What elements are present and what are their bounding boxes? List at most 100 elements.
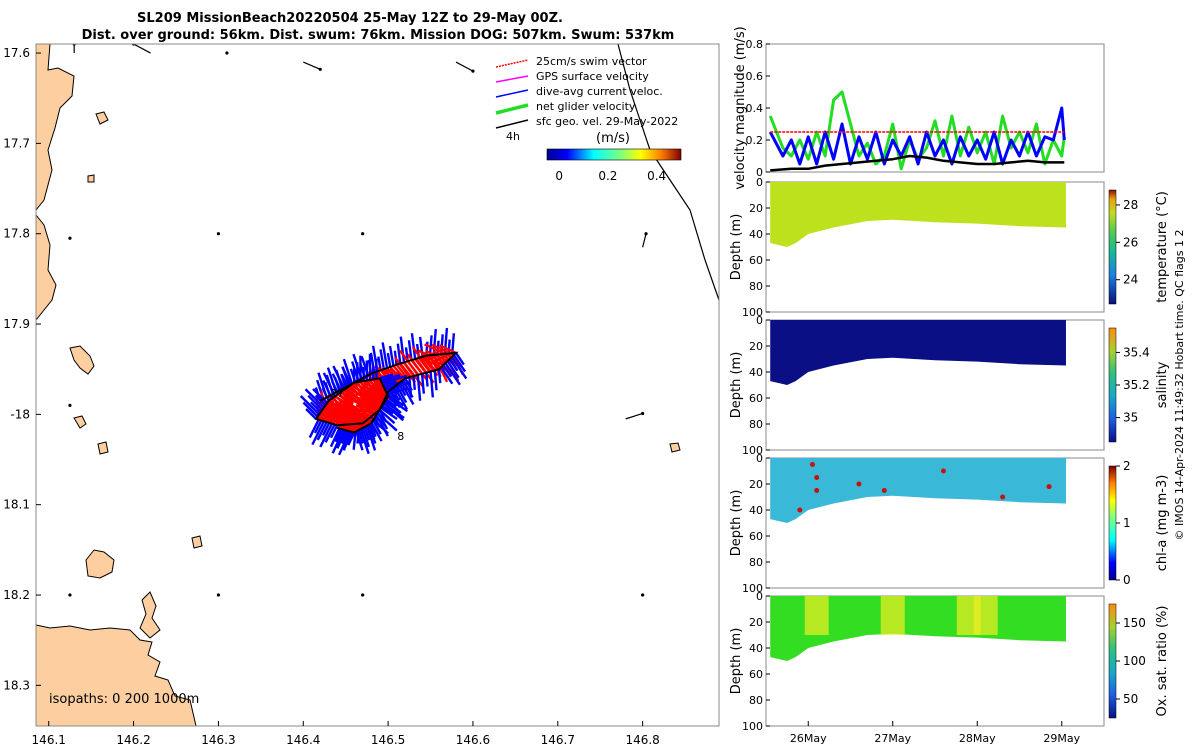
swim-vector <box>354 396 385 405</box>
swim-vector <box>414 357 428 374</box>
dive-current-vector <box>450 356 468 380</box>
map-y-tick-label: -18 <box>10 407 30 421</box>
time-x-tick-label: 29May <box>1043 732 1080 745</box>
dive-current-vector <box>440 366 454 385</box>
map-x-ticks: 146.1 146.2 146.3 146.4 146.5 146.6 146.7 146.8 <box>32 721 660 747</box>
dive-current-vector <box>386 393 405 407</box>
chl-high-point <box>809 462 815 467</box>
map-x-tick-label: 146.7 <box>541 733 575 747</box>
surface-velocity-head <box>68 236 72 240</box>
time-x-tick-label: 27May <box>874 732 911 745</box>
swim-vector <box>366 377 381 393</box>
swim-vector <box>348 407 354 432</box>
dive-current-vector <box>332 365 346 391</box>
section-y-tick-label: 100 <box>742 720 763 733</box>
time-x-tick-label: 26May <box>790 732 827 745</box>
title-line-2: Dist. over ground: 56km. Dist. swum: 76k… <box>82 28 675 43</box>
section-y-tick-label: 80 <box>749 694 763 707</box>
dive-current-vector <box>429 371 435 398</box>
surface-velocity-head <box>318 67 322 71</box>
swim-vector <box>338 411 343 430</box>
chl-high-point <box>856 481 862 487</box>
map-y-tick-label: 17.8 <box>3 227 30 241</box>
colorbar-tick: 0 <box>555 169 563 183</box>
section-fill <box>770 458 1066 523</box>
legend-gps-swatch <box>495 75 529 83</box>
colorbar-tick-label: 100 <box>1123 654 1146 668</box>
section-y-tick-label: 60 <box>749 668 763 681</box>
dive-current-vector <box>367 424 377 444</box>
map-x-tick-label: 146.4 <box>286 733 320 747</box>
surface-velocity-head <box>225 51 229 55</box>
track-end-label: 8 <box>397 430 404 443</box>
dive-current-vector <box>384 381 411 391</box>
glider-track: 27 8 <box>299 327 468 456</box>
chl-high-point <box>1046 484 1052 490</box>
chl-high-point <box>881 488 887 493</box>
velocity-series-sfc <box>770 154 1065 172</box>
dive-current-vector <box>299 395 321 416</box>
dive-current-vector <box>378 408 396 425</box>
swim-vector <box>347 386 364 399</box>
dive-current-vector <box>374 415 387 427</box>
velocity-y-tick-label: 0.8 <box>746 38 764 51</box>
track-line <box>314 351 459 434</box>
dive-current-vector <box>401 379 414 399</box>
chl-high-point <box>940 468 946 474</box>
legend-dive-swatch <box>495 89 529 98</box>
surface-velocity-vector <box>642 233 647 248</box>
swim-vector <box>317 415 342 424</box>
colorbar-tick-label: 50 <box>1123 692 1138 706</box>
map-y-tick-label: 18.2 <box>3 588 30 602</box>
colorbar-tick-label: 35.4 <box>1123 345 1150 359</box>
map-panel: 278 146.1 146.2 146.3 146.4 146.5 146.6 146.7 1… <box>3 43 720 747</box>
swim-vector <box>439 344 457 355</box>
swim-vector <box>401 360 415 377</box>
dive-current-vector <box>412 375 417 391</box>
dive-current-vector <box>334 428 343 443</box>
dive-current-vector <box>372 419 389 435</box>
section-y-tick-label: 60 <box>749 392 763 405</box>
section-y-tick-label: 40 <box>749 504 763 517</box>
swim-vector <box>337 393 354 405</box>
swim-vector <box>355 404 380 412</box>
legend-swim-swatch <box>495 59 529 68</box>
colorbar-label: chl-a (mg m-3) <box>1155 475 1170 572</box>
dive-current-vector <box>337 430 352 456</box>
dive-current-vector <box>446 360 460 379</box>
swim-vector <box>356 410 372 425</box>
legend-sfc: sfc geo. vel. 29-May-2022 <box>536 115 678 128</box>
dive-current-vector <box>331 429 345 454</box>
island-small-3 <box>191 535 203 549</box>
dive-current-vector <box>404 377 413 392</box>
dive-current-vector <box>347 431 356 446</box>
dive-current-vector <box>321 422 331 436</box>
island-small-5 <box>669 442 681 453</box>
colorbar-tick-label: 0 <box>1123 573 1131 587</box>
swim-vector <box>425 349 449 363</box>
section-panel-oxygen: 0 20 40 60 80 100 Depth (m) 50 100 150 Ox. sat. ra… <box>729 590 1170 733</box>
section-colorbar <box>1108 603 1117 719</box>
map-x-tick-label: 146.5 <box>371 733 405 747</box>
swim-vector <box>419 350 436 372</box>
dive-current-vector <box>302 401 319 418</box>
surface-velocity-vector <box>303 61 321 70</box>
dive-current-vector <box>396 343 402 364</box>
map-x-tick-label: 146.8 <box>625 733 659 747</box>
dive-current-vector <box>437 369 442 384</box>
section-panel-chl-a: 0 20 40 60 80 100 Depth (m) 0 1 2 chl-a (mg m-3) <box>729 452 1170 595</box>
swim-vector <box>394 357 411 378</box>
island-small-1 <box>73 415 87 429</box>
island-small-2 <box>97 441 109 455</box>
legend-dive: dive-avg current veloc. <box>536 85 663 98</box>
surface-velocity-vector <box>455 61 474 72</box>
map-y-tick-label: 17.6 <box>3 46 30 60</box>
colorbar-tick-label: 35 <box>1123 411 1138 425</box>
surface-velocity-head <box>644 232 648 236</box>
dive-current-vector <box>420 373 426 394</box>
dive-current-vector <box>381 374 408 384</box>
map-frame <box>35 43 720 727</box>
section-fill <box>770 320 1066 385</box>
swim-vector <box>366 386 385 406</box>
